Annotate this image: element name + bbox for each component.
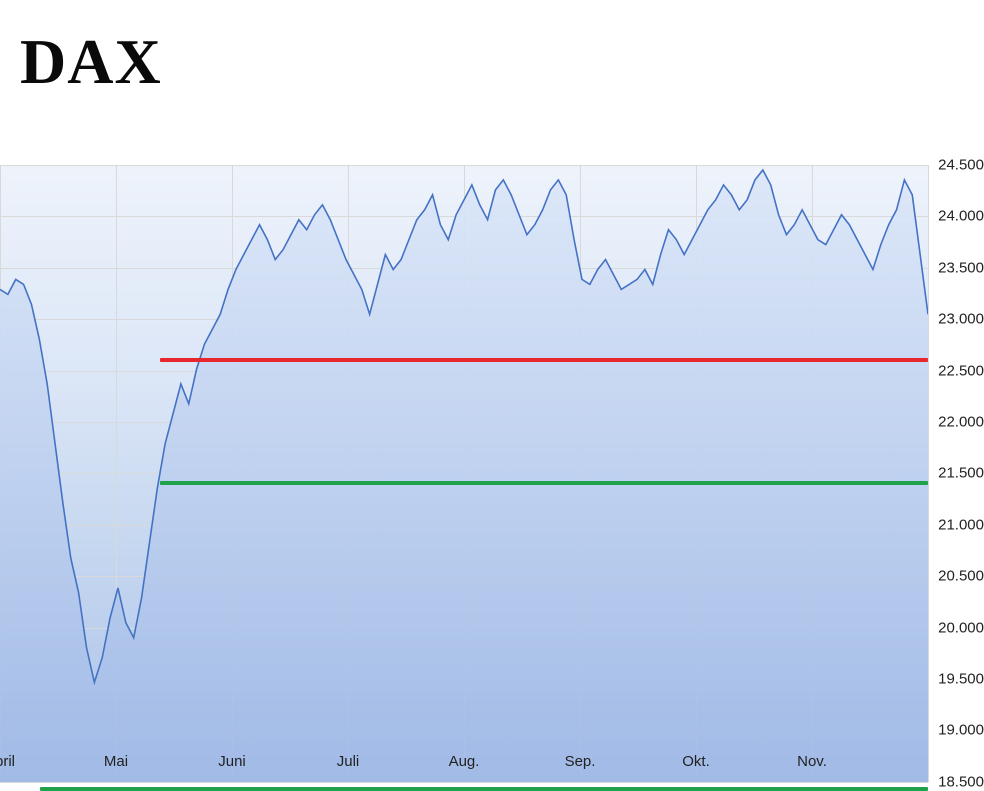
x-tick-label: Juni [218,753,246,770]
page-title: DAX [20,25,162,99]
x-tick-label: April [0,753,15,770]
chart-area [0,165,928,782]
y-tick-label: 20.500 [938,568,984,585]
y-tick-label: 23.000 [938,311,984,328]
support-line-upper[interactable] [160,481,928,485]
y-tick-label: 19.500 [938,671,984,688]
y-tick-label: 24.500 [938,157,984,174]
resistance-line[interactable] [160,358,928,362]
x-tick-label: Nov. [797,753,827,770]
x-tick-label: Aug. [449,753,480,770]
y-tick-label: 19.000 [938,722,984,739]
x-axis-labels: April Mai Juni Juli Aug. Sep. Okt. Nov. [0,745,928,782]
y-tick-label: 22.500 [938,362,984,379]
y-tick-label: 21.000 [938,516,984,533]
y-tick-label: 23.500 [938,259,984,276]
support-line-lower[interactable] [40,787,928,791]
y-tick-label: 21.500 [938,465,984,482]
y-axis-labels: 24.500 24.000 23.500 23.000 22.500 22.00… [928,165,984,782]
price-line-chart[interactable] [0,165,928,782]
x-tick-label: Okt. [682,753,710,770]
y-tick-label: 22.000 [938,414,984,431]
x-tick-label: Sep. [565,753,596,770]
x-tick-label: Mai [104,753,128,770]
y-tick-label: 20.000 [938,619,984,636]
y-tick-label: 24.000 [938,208,984,225]
x-tick-label: Juli [337,753,360,770]
